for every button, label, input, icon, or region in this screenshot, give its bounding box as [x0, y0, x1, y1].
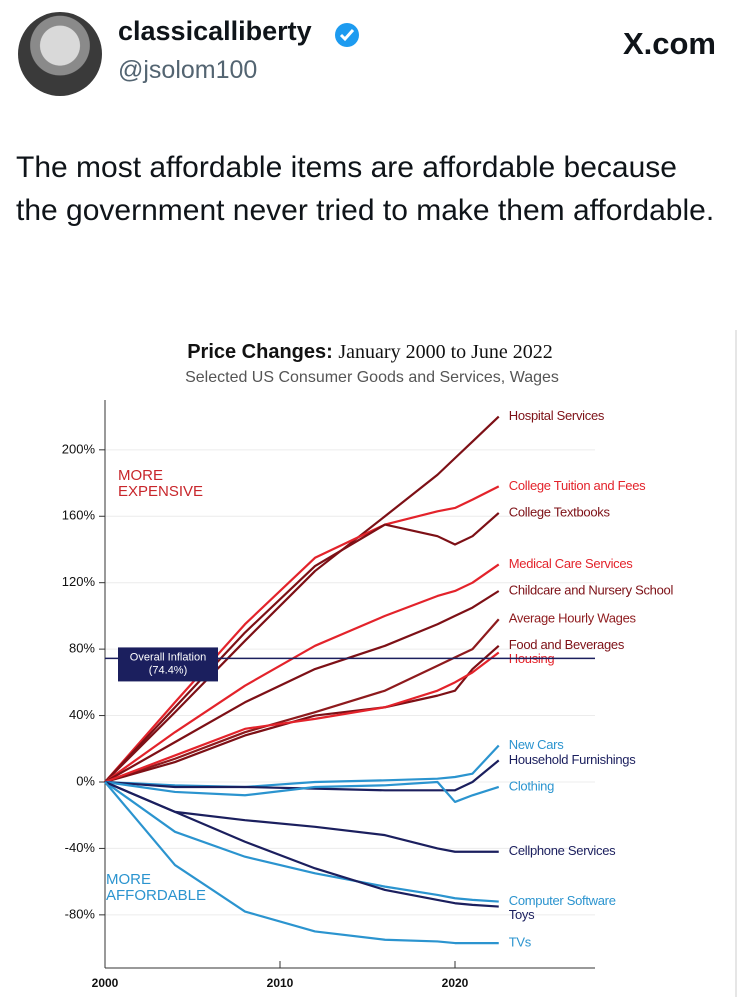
series-label: Medical Care Services [509, 556, 634, 571]
series-line [104, 780, 499, 853]
chart-subtitle: Selected US Consumer Goods and Services,… [185, 369, 559, 386]
y-tick-label: 200% [62, 441, 96, 456]
series-line [104, 780, 500, 804]
x-tick-label: 2020 [442, 976, 469, 990]
series-label: College Textbooks [509, 504, 611, 519]
y-tick-label: 0% [76, 773, 95, 788]
y-tick-label: 40% [69, 707, 95, 722]
series-line [104, 744, 500, 789]
series-label: Computer Software [509, 893, 616, 908]
y-tick-label: -40% [65, 840, 96, 855]
y-tick-label: -80% [65, 906, 96, 921]
handle[interactable]: @jsolom100 [118, 56, 258, 84]
series-line [104, 415, 500, 783]
series-label: Toys [509, 907, 535, 922]
series-line [104, 651, 500, 784]
y-tick-label: 120% [62, 574, 96, 589]
series-label: Childcare and Nursery School [509, 582, 674, 597]
annotation: MORE EXPENSIVE [118, 467, 204, 500]
series-line [104, 781, 499, 945]
title-main: Price Changes: [187, 341, 333, 363]
series-line [104, 780, 499, 908]
reference-box [118, 647, 218, 682]
series-line [104, 563, 500, 783]
x-tick-label: 2010 [267, 976, 294, 990]
y-tick-label: 160% [62, 508, 96, 523]
avatar[interactable] [18, 12, 102, 96]
tweet-text: The most affordable items are affordable… [16, 151, 715, 227]
series-line [104, 781, 499, 903]
series-label: Food and Beverages [509, 637, 625, 652]
series-label: New Cars [509, 737, 564, 752]
series-label: Average Hourly Wages [509, 611, 637, 626]
title-period: January 2000 to June 2022 [338, 341, 552, 363]
series-label: TVs [509, 935, 532, 950]
y-tick-label: 80% [69, 641, 95, 656]
verified-badge [335, 23, 359, 47]
series-label: College Tuition and Fees [509, 478, 646, 493]
series-label: Clothing [509, 778, 554, 793]
site-name: X.com [622, 26, 716, 61]
annotation: MORE AFFORDABLE [106, 871, 207, 904]
reference-label: Overall Inflation [130, 651, 206, 663]
series-label: Cellphone Services [509, 843, 616, 858]
series-line [104, 759, 500, 792]
series-line [104, 512, 500, 783]
chart-title: Price Changes: January 2000 to June 2022 [187, 341, 553, 364]
series-line [104, 590, 500, 783]
series-label: Hospital Services [509, 408, 605, 423]
series-label: Household Furnishings [509, 752, 636, 767]
display-name[interactable]: classicalliberty [118, 16, 312, 46]
reference-value-label: (74.4%) [149, 664, 188, 676]
series-line [104, 618, 500, 784]
x-tick-label: 2000 [92, 976, 119, 990]
